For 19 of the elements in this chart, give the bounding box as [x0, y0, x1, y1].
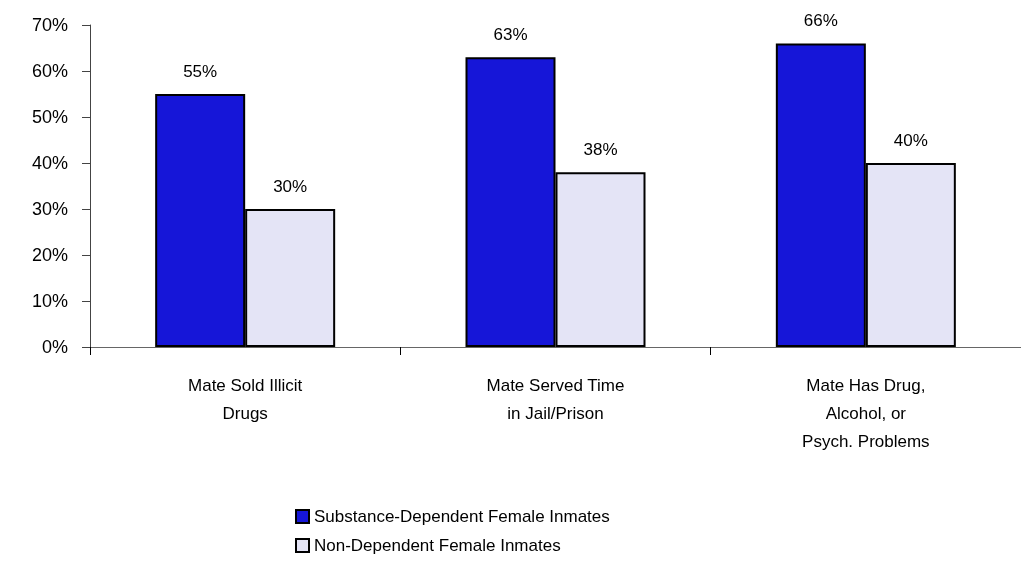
x-tick-label: Mate Sold Illicit Drugs: [188, 375, 303, 423]
data-label: 55%: [183, 62, 218, 81]
y-tick-label: 20%: [31, 245, 68, 265]
y-tick-label: 40%: [31, 153, 68, 173]
x-tick-label: Mate Served Time in Jail/Prison: [486, 375, 625, 423]
y-tick-label: 60%: [31, 61, 68, 81]
data-label: 63%: [493, 25, 528, 45]
y-tick-label: 0%: [41, 337, 68, 357]
legend-label: Non-Dependent Female Inmates: [314, 536, 561, 555]
y-tick-label: 30%: [31, 199, 68, 219]
data-label: 38%: [583, 140, 618, 160]
y-tick-label: 70%: [31, 15, 68, 35]
data-label: 30%: [273, 177, 308, 196]
legend-label: Substance-Dependent Female Inmates: [314, 507, 610, 526]
y-tick-label: 50%: [31, 107, 68, 127]
data-label: 40%: [893, 131, 928, 150]
data-label: 66%: [803, 11, 838, 31]
y-tick-label: 10%: [31, 291, 68, 311]
x-tick-label: Mate Has Drug, Alcohol, or Psych. Problems: [802, 375, 930, 451]
